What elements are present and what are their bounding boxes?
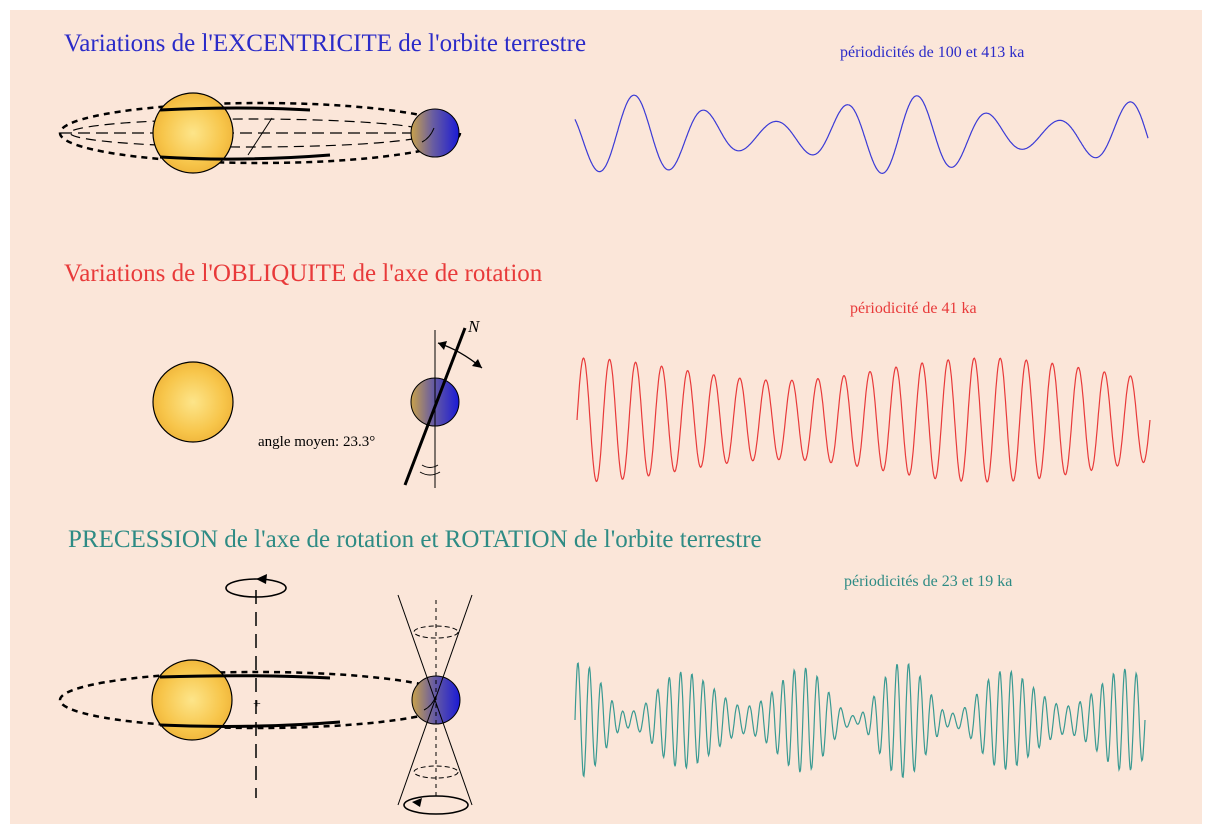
sun-icon <box>152 361 234 443</box>
precession-diagram: + <box>58 574 473 815</box>
svg-text:+: + <box>253 697 261 712</box>
north-label: N <box>467 317 481 336</box>
obliquity-title: Variations de l'OBLIQUITE de l'axe de ro… <box>64 260 543 287</box>
precession-title: PRECESSION de l'axe de rotation et ROTAT… <box>68 526 762 553</box>
eccentricity-caption: périodicités de 100 et 413 ka <box>840 44 1025 61</box>
eccentricity-title: Variations de l'EXCENTRICITE de l'orbite… <box>64 30 587 57</box>
obliquity-diagram: N angle moyen: 23.3° <box>152 317 483 488</box>
diagram-svg: N angle moyen: 23.3° + <box>58 92 1151 815</box>
obliquity-caption: périodicité de 41 ka <box>850 300 977 317</box>
earth-icon <box>410 108 460 158</box>
sun-icon <box>151 659 233 741</box>
sun-icon <box>152 92 234 174</box>
precession-caption: périodicités de 23 et 19 ka <box>844 573 1013 590</box>
eccentricity-curve <box>574 94 1149 175</box>
rotation-axis <box>403 327 467 486</box>
angle-label: angle moyen: 23.3° <box>258 434 375 450</box>
obliquity-curve <box>576 357 1151 483</box>
rotation-arrow-icon <box>403 795 469 815</box>
precession-curve <box>574 662 1146 779</box>
eccentricity-diagram <box>58 92 462 174</box>
diagram-canvas: Variations de l'EXCENTRICITE de l'orbite… <box>10 10 1202 824</box>
rotation-arrow-icon <box>225 574 287 598</box>
